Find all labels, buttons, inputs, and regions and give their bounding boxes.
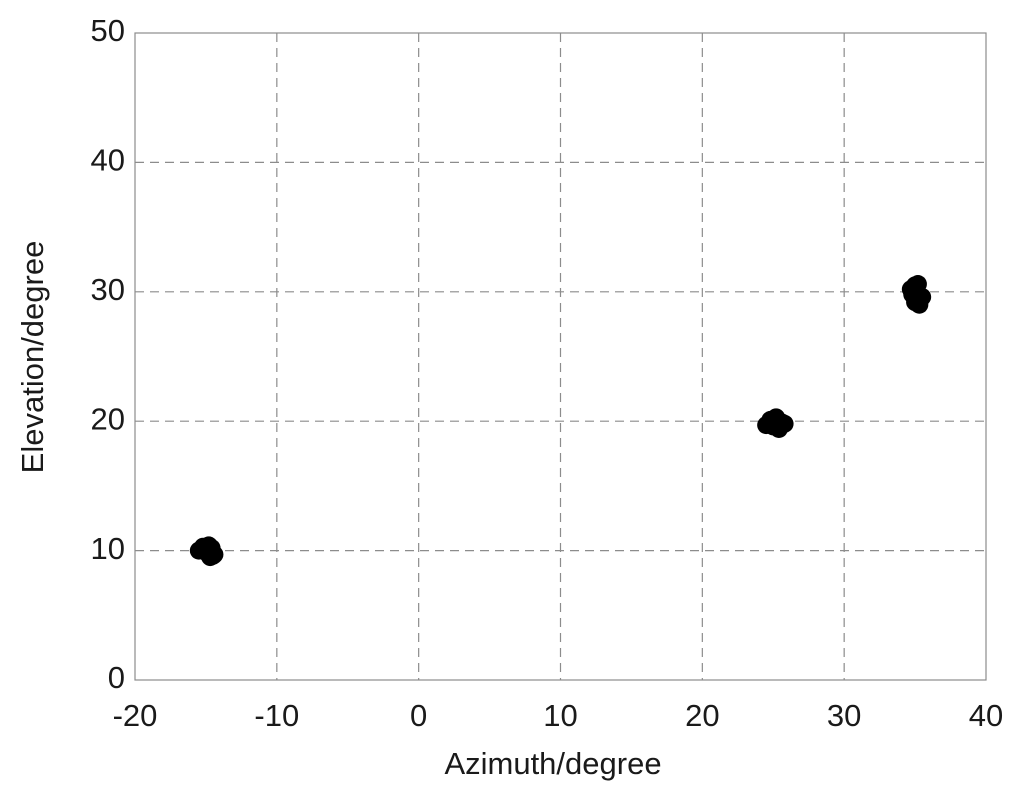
y-tick-label: 50 [91, 13, 125, 48]
x-axis-label: Azimuth/degree [444, 746, 661, 781]
x-tick-label: 0 [410, 698, 427, 733]
point [775, 414, 794, 433]
plot-frame [134, 32, 987, 681]
y-axis-label: Elevation/degree [15, 241, 50, 474]
x-tick-label: -20 [113, 698, 158, 733]
x-tick-label: 40 [969, 698, 1003, 733]
x-tick-label: 30 [827, 698, 861, 733]
y-tick-label: 30 [91, 272, 125, 307]
x-tick-label: -10 [254, 698, 299, 733]
point [906, 293, 925, 312]
y-tick-label: 40 [91, 143, 125, 178]
y-tick-label: 0 [108, 660, 125, 695]
x-tick-label: 20 [685, 698, 719, 733]
y-tick-label: 20 [91, 401, 125, 436]
x-tick-label: 10 [543, 698, 577, 733]
y-tick-label: 10 [91, 531, 125, 566]
point [205, 545, 224, 564]
